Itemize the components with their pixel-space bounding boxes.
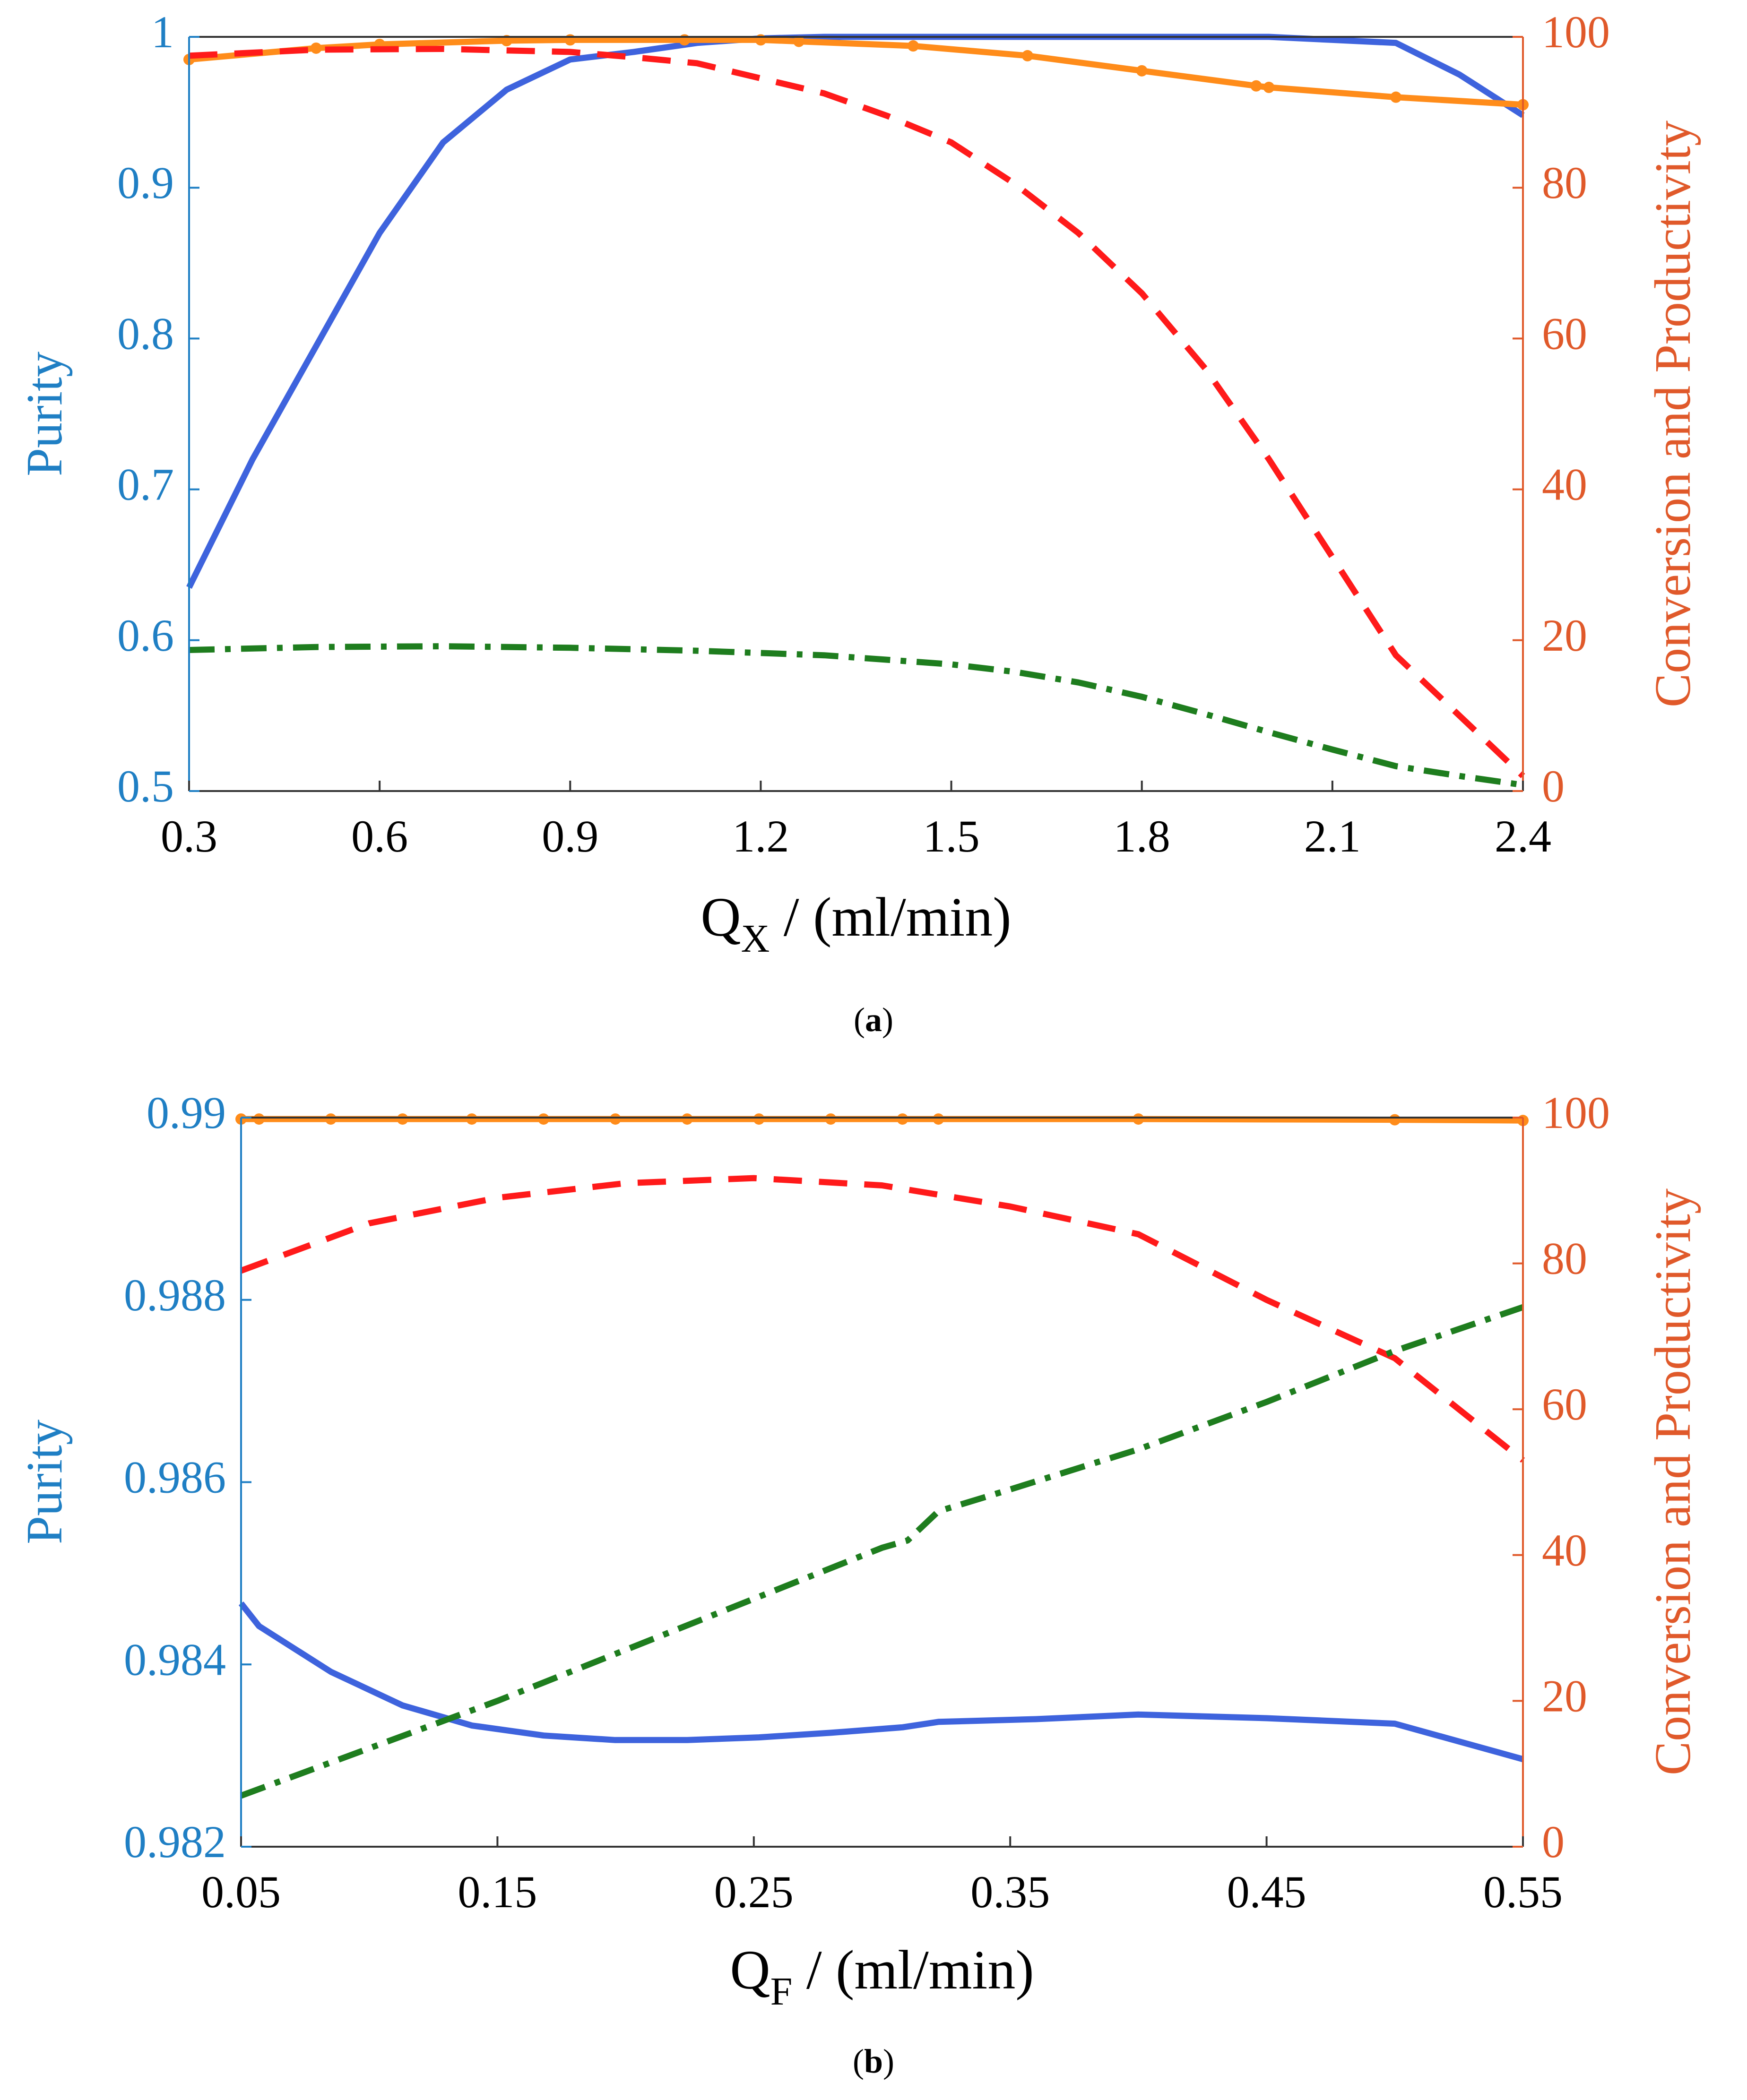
series-point — [793, 35, 805, 47]
y-right-tick-label: 100 — [1542, 1087, 1610, 1138]
x-axis-label-main: Q — [730, 1939, 770, 2001]
x-tick-label: 0.35 — [970, 1867, 1050, 1917]
x-axis-label-rest: / (ml/min) — [792, 1939, 1034, 2001]
y-left-tick-label: 0.7 — [117, 459, 174, 510]
y-right-tick-label: 0 — [1542, 1816, 1565, 1867]
series-point — [564, 34, 576, 46]
y-axis-left-label: Purity — [17, 1420, 73, 1544]
y-right-tick-label: 20 — [1542, 1670, 1587, 1721]
x-tick-label: 2.1 — [1304, 811, 1361, 861]
series-line-0 — [238, 1601, 1524, 1763]
series-point — [609, 1113, 621, 1125]
series-line-3 — [240, 1304, 1524, 1799]
y-left-tick-label: 0.982 — [124, 1816, 226, 1867]
series-point — [310, 42, 322, 54]
ticks-layer: 0.3 0.6 0.9 1.2 1.5 1.8 2.1 2.4 0.5 0.6 0.7 0.8 0.9 1… — [117, 7, 1610, 861]
panel-caption: (b) — [853, 2042, 894, 2080]
plot-area — [189, 37, 1523, 791]
y-right-tick-label: 40 — [1542, 1525, 1587, 1575]
y-right-tick-label: 60 — [1542, 1379, 1587, 1429]
y-left-tick-label: 1 — [151, 7, 174, 57]
y-left-tick-label: 0.988 — [124, 1270, 226, 1320]
y-axis-left-label: Purity — [17, 352, 73, 476]
x-axis-label-rest: / (ml/min) — [770, 886, 1011, 948]
y-axis-right-label: Conversion and Productivity — [1645, 1188, 1701, 1775]
series-line-2 — [189, 46, 1525, 778]
y-right-tick-label: 0 — [1542, 761, 1565, 811]
y-left-tick-label: 0.99 — [147, 1087, 226, 1138]
series-point — [907, 40, 919, 52]
series-point — [1021, 50, 1033, 61]
x-axis-label-sub: F — [770, 1970, 793, 2014]
x-axis-label-main: Q — [701, 886, 741, 948]
series-point — [1250, 80, 1262, 92]
x-axis-label: QX / (ml/min) — [701, 886, 1011, 961]
series-point — [253, 1113, 265, 1125]
series-point — [753, 1113, 765, 1125]
y-left-tick-label: 0.986 — [124, 1452, 226, 1503]
series-point — [933, 1113, 944, 1125]
series-point — [1136, 65, 1148, 77]
plot-area — [241, 1118, 1523, 1847]
series-point — [825, 1113, 837, 1125]
x-tick-label: 0.6 — [351, 811, 408, 861]
x-tick-label: 0.25 — [714, 1867, 794, 1917]
y-right-tick-label: 20 — [1542, 610, 1587, 661]
y-left-tick-label: 0.5 — [117, 761, 174, 811]
x-tick-label: 1.5 — [923, 811, 980, 861]
series-point — [538, 1113, 550, 1125]
y-left-tick-label: 0.9 — [117, 157, 174, 208]
x-tick-label: 0.05 — [201, 1867, 281, 1917]
series-point — [1389, 1114, 1401, 1126]
y-right-tick-label: 80 — [1542, 1233, 1587, 1284]
series-line-3 — [189, 643, 1523, 788]
series-point — [325, 1113, 337, 1125]
y-right-tick-label: 100 — [1542, 7, 1610, 57]
series-point — [1133, 1113, 1144, 1125]
series-line-1 — [241, 1116, 1523, 1124]
series-point — [1390, 91, 1402, 103]
x-tick-label: 2.4 — [1495, 811, 1551, 861]
x-tick-label: 1.2 — [732, 811, 789, 861]
y-left-tick-label: 0.8 — [117, 308, 174, 359]
series-point — [897, 1113, 908, 1125]
y-right-tick-label: 60 — [1542, 308, 1587, 359]
series-point — [397, 1113, 408, 1125]
y-right-tick-label: 40 — [1542, 459, 1587, 510]
x-tick-label: 0.9 — [542, 811, 598, 861]
y-left-tick-label: 0.984 — [124, 1634, 226, 1685]
y-right-tick-label: 80 — [1542, 157, 1587, 208]
x-axis-label-sub: X — [741, 917, 770, 961]
x-tick-label: 0.3 — [161, 811, 217, 861]
x-tick-label: 0.15 — [458, 1867, 537, 1917]
series-point — [681, 1113, 693, 1125]
series-point — [679, 34, 691, 46]
panel-caption: (a) — [854, 1001, 893, 1039]
x-tick-label: 1.8 — [1114, 811, 1170, 861]
x-axis-label: QF / (ml/min) — [730, 1939, 1034, 2014]
series-point — [755, 34, 767, 46]
x-tick-label: 0.55 — [1483, 1867, 1563, 1917]
series-line-2 — [240, 1175, 1525, 1463]
panel-b: 0.05 0.15 0.25 0.35 0.45 0.55 0.982 0.984 0.986 0… — [17, 1087, 1701, 2080]
series-point — [466, 1113, 478, 1125]
y-axis-right-label: Conversion and Productivity — [1645, 120, 1701, 707]
x-tick-label: 0.45 — [1227, 1867, 1306, 1917]
series-point — [1263, 81, 1275, 93]
y-left-tick-label: 0.6 — [117, 610, 174, 661]
panel-a: 0.3 0.6 0.9 1.2 1.5 1.8 2.1 2.4 0.5 0.6 0.7 0.8 0.9 1… — [17, 7, 1701, 1039]
ticks-layer: 0.05 0.15 0.25 0.35 0.45 0.55 0.982 0.984 0.986 0… — [124, 1087, 1610, 1917]
